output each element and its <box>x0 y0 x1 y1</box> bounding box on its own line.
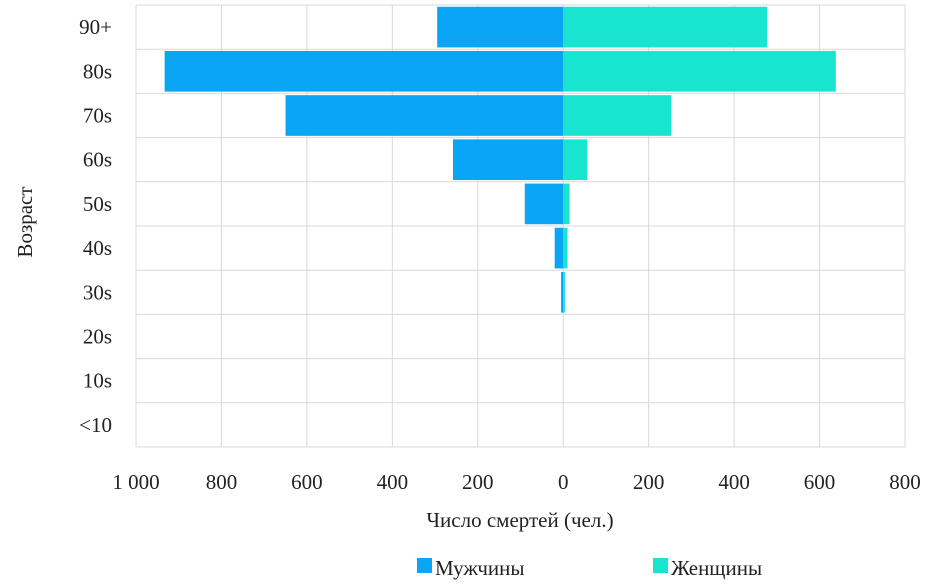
y-tick-label-0: 90+ <box>79 15 112 39</box>
x-tick-label-7: 400 <box>718 470 750 494</box>
y-tick-label-9: <10 <box>79 413 112 437</box>
bar-female-6 <box>563 271 565 313</box>
x-tick-label-3: 400 <box>377 470 409 494</box>
bar-female-3 <box>563 139 588 181</box>
bar-female-4 <box>563 183 570 225</box>
y-tick-label-7: 20s <box>83 325 112 349</box>
y-tick-label-5: 40s <box>83 236 112 260</box>
y-axis-title: Возраст <box>13 186 37 257</box>
bar-female-5 <box>563 227 568 269</box>
legend-label-1: Женщины <box>671 556 762 580</box>
y-tick-label-6: 30s <box>83 280 112 304</box>
bar-male-4 <box>524 183 564 225</box>
x-axis-title: Число смертей (чел.) <box>426 508 613 532</box>
bar-female-1 <box>563 50 836 92</box>
x-tick-label-9: 800 <box>889 470 921 494</box>
bar-female-2 <box>563 95 672 136</box>
y-tick-label-1: 80s <box>83 59 112 83</box>
x-tick-label-8: 600 <box>804 470 836 494</box>
x-tick-label-4: 200 <box>462 470 494 494</box>
bar-female-0 <box>563 6 768 48</box>
y-tick-label-8: 10s <box>83 369 112 393</box>
bar-male-5 <box>554 227 564 269</box>
bar-male-2 <box>285 95 564 136</box>
bar-male-1 <box>164 50 564 92</box>
bar-male-3 <box>452 139 564 181</box>
y-tick-label-2: 70s <box>83 104 112 128</box>
x-tick-label-6: 200 <box>633 470 665 494</box>
bar-male-0 <box>437 6 564 48</box>
x-tick-labels: 1 000 800 600 400 200 0 200 400 600 800 <box>112 470 920 494</box>
x-tick-label-1: 800 <box>206 470 238 494</box>
legend-label-0: Мужчины <box>435 556 525 580</box>
bar-male-6 <box>561 271 564 313</box>
x-tick-label-5: 0 <box>558 470 569 494</box>
y-tick-label-4: 50s <box>83 192 112 216</box>
legend: Мужчины Женщины <box>417 556 762 580</box>
bars <box>164 6 836 313</box>
y-tick-label-3: 60s <box>83 148 112 172</box>
legend-swatch-1 <box>653 558 668 573</box>
y-tick-labels: 90+ 80s 70s 60s 50s 40s 30s 20s 10s <10 <box>79 15 112 437</box>
legend-swatch-0 <box>417 558 432 573</box>
x-tick-label-0: 1 000 <box>112 470 159 494</box>
x-tick-label-2: 600 <box>291 470 323 494</box>
